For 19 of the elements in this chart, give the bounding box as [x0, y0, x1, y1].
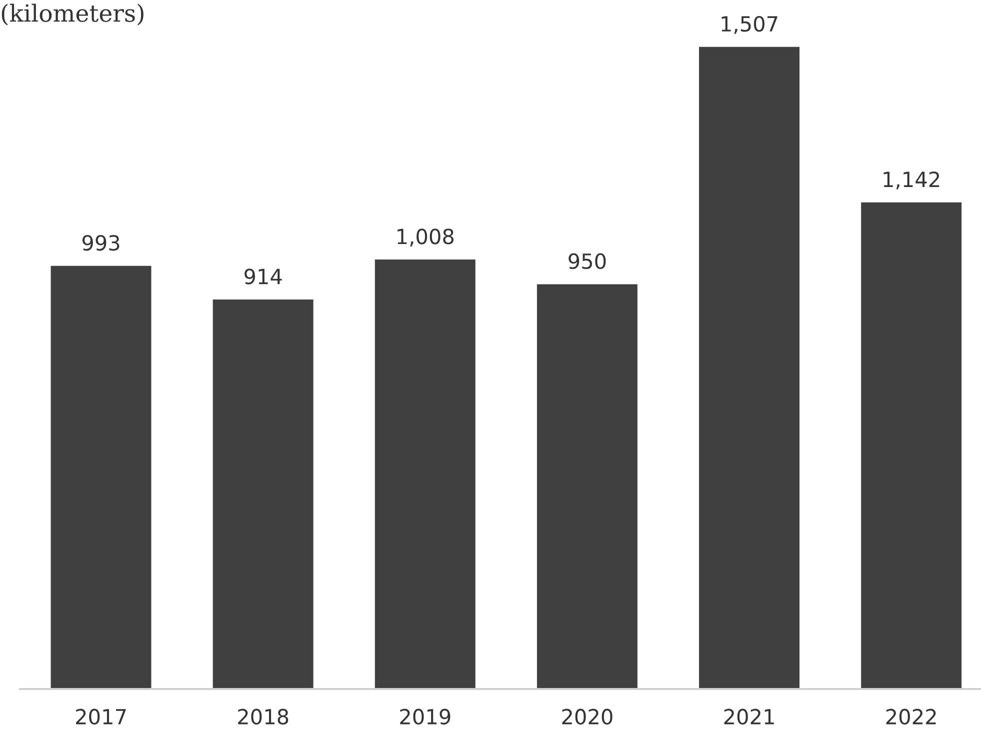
bar — [212, 300, 314, 689]
bar — [374, 259, 476, 689]
bar — [50, 266, 152, 689]
data-label: 1,507 — [722, 16, 778, 34]
x-tick-label: 2019 — [400, 708, 450, 725]
x-tick-label: 2017 — [76, 708, 126, 725]
bar — [536, 284, 638, 689]
data-label: 914 — [244, 268, 282, 284]
x-tick-label: 2022 — [886, 708, 936, 725]
chart-title: (kilometers) — [2, 4, 144, 26]
x-tick-label: 2018 — [238, 708, 288, 725]
data-label: 1,008 — [398, 228, 454, 246]
x-tick-label: 2020 — [562, 708, 612, 725]
x-tick-label: 2021 — [724, 708, 774, 725]
data-label: 950 — [568, 253, 606, 270]
bar — [861, 202, 962, 689]
data-label: 1,142 — [884, 171, 940, 190]
data-label: 993 — [82, 234, 120, 251]
bar — [699, 46, 800, 689]
